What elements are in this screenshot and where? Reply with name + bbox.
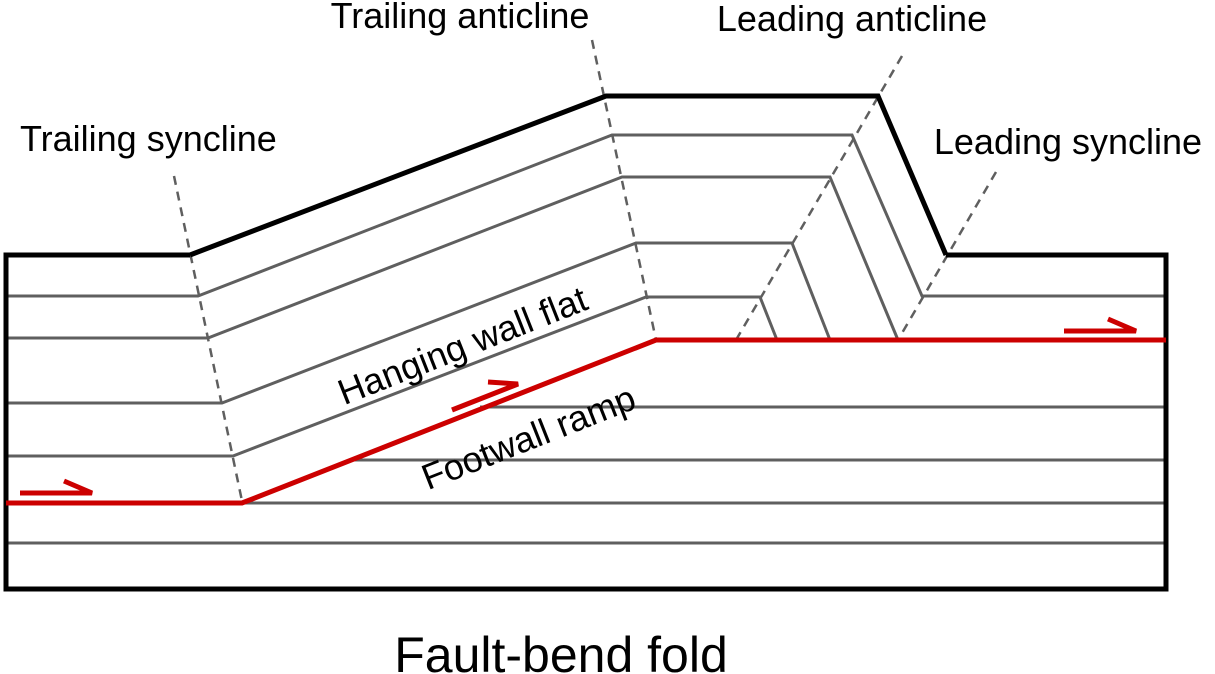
slip-arrow-footwall-flat	[20, 478, 93, 496]
slip-arrow-ramp	[451, 379, 519, 413]
hanging-wall-layer-3	[6, 241, 832, 405]
slip-arrow-upper-flat	[1064, 316, 1137, 334]
label-trailing-syncline: Trailing syncline	[20, 118, 277, 159]
label-leading-anticline: Leading anticline	[717, 0, 987, 39]
slip-arrows	[20, 316, 1137, 496]
trailing-anticline-axial-trace	[590, 39, 658, 341]
diagram-title: Fault-bend fold	[394, 627, 728, 674]
fault-line	[6, 337, 1166, 506]
hanging-wall-layer-2	[6, 175, 900, 341]
leading-anticline-axial-trace	[734, 55, 904, 341]
topographic-surface	[189, 93, 949, 258]
trailing-syncline-axial-trace	[172, 175, 244, 502]
hanging-wall-layers	[6, 133, 1166, 458]
footwall-layers	[6, 405, 1166, 545]
label-leading-syncline: Leading syncline	[934, 121, 1202, 162]
label-footwall-ramp: Footwall ramp	[416, 377, 641, 498]
block-outline-border	[3, 252, 1169, 592]
block-outline	[3, 93, 1169, 592]
hanging-wall-layer-1	[6, 133, 1166, 298]
label-trailing-anticline: Trailing anticline	[331, 0, 590, 36]
